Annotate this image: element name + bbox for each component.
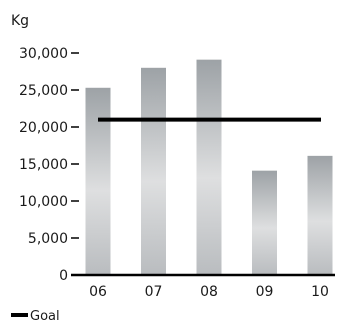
x-tick-label-10: 10 <box>311 284 329 300</box>
bar-08 <box>196 59 222 275</box>
legend-goal-swatch <box>11 313 28 317</box>
y-tick-label: 5,000 <box>28 231 68 247</box>
bar-06 <box>85 87 111 275</box>
legend: Goal <box>11 309 60 321</box>
bar-10 <box>307 155 333 275</box>
y-tick-label: 15,000 <box>19 157 68 173</box>
x-tick-label-07: 07 <box>145 284 163 300</box>
y-tick-label: 20,000 <box>19 120 68 136</box>
y-tick-label: 0 <box>59 268 68 284</box>
y-axis-unit-label: Kg <box>11 13 29 29</box>
bar-09 <box>252 170 277 275</box>
x-tick-label-08: 08 <box>200 284 218 300</box>
x-axis-tick-labels: 06 07 08 09 10 <box>89 284 329 300</box>
y-tick-label: 25,000 <box>19 83 68 99</box>
x-tick-label-06: 06 <box>89 284 107 300</box>
y-axis-ticks: 0 5,000 10,000 15,000 20,000 25,000 30,000 <box>19 46 79 284</box>
y-tick-label: 10,000 <box>19 194 68 210</box>
x-tick-label-09: 09 <box>256 284 274 300</box>
bar-series <box>85 59 333 275</box>
legend-goal-label: Goal <box>30 309 60 321</box>
bar-07 <box>141 67 166 275</box>
y-tick-label: 30,000 <box>19 46 68 62</box>
